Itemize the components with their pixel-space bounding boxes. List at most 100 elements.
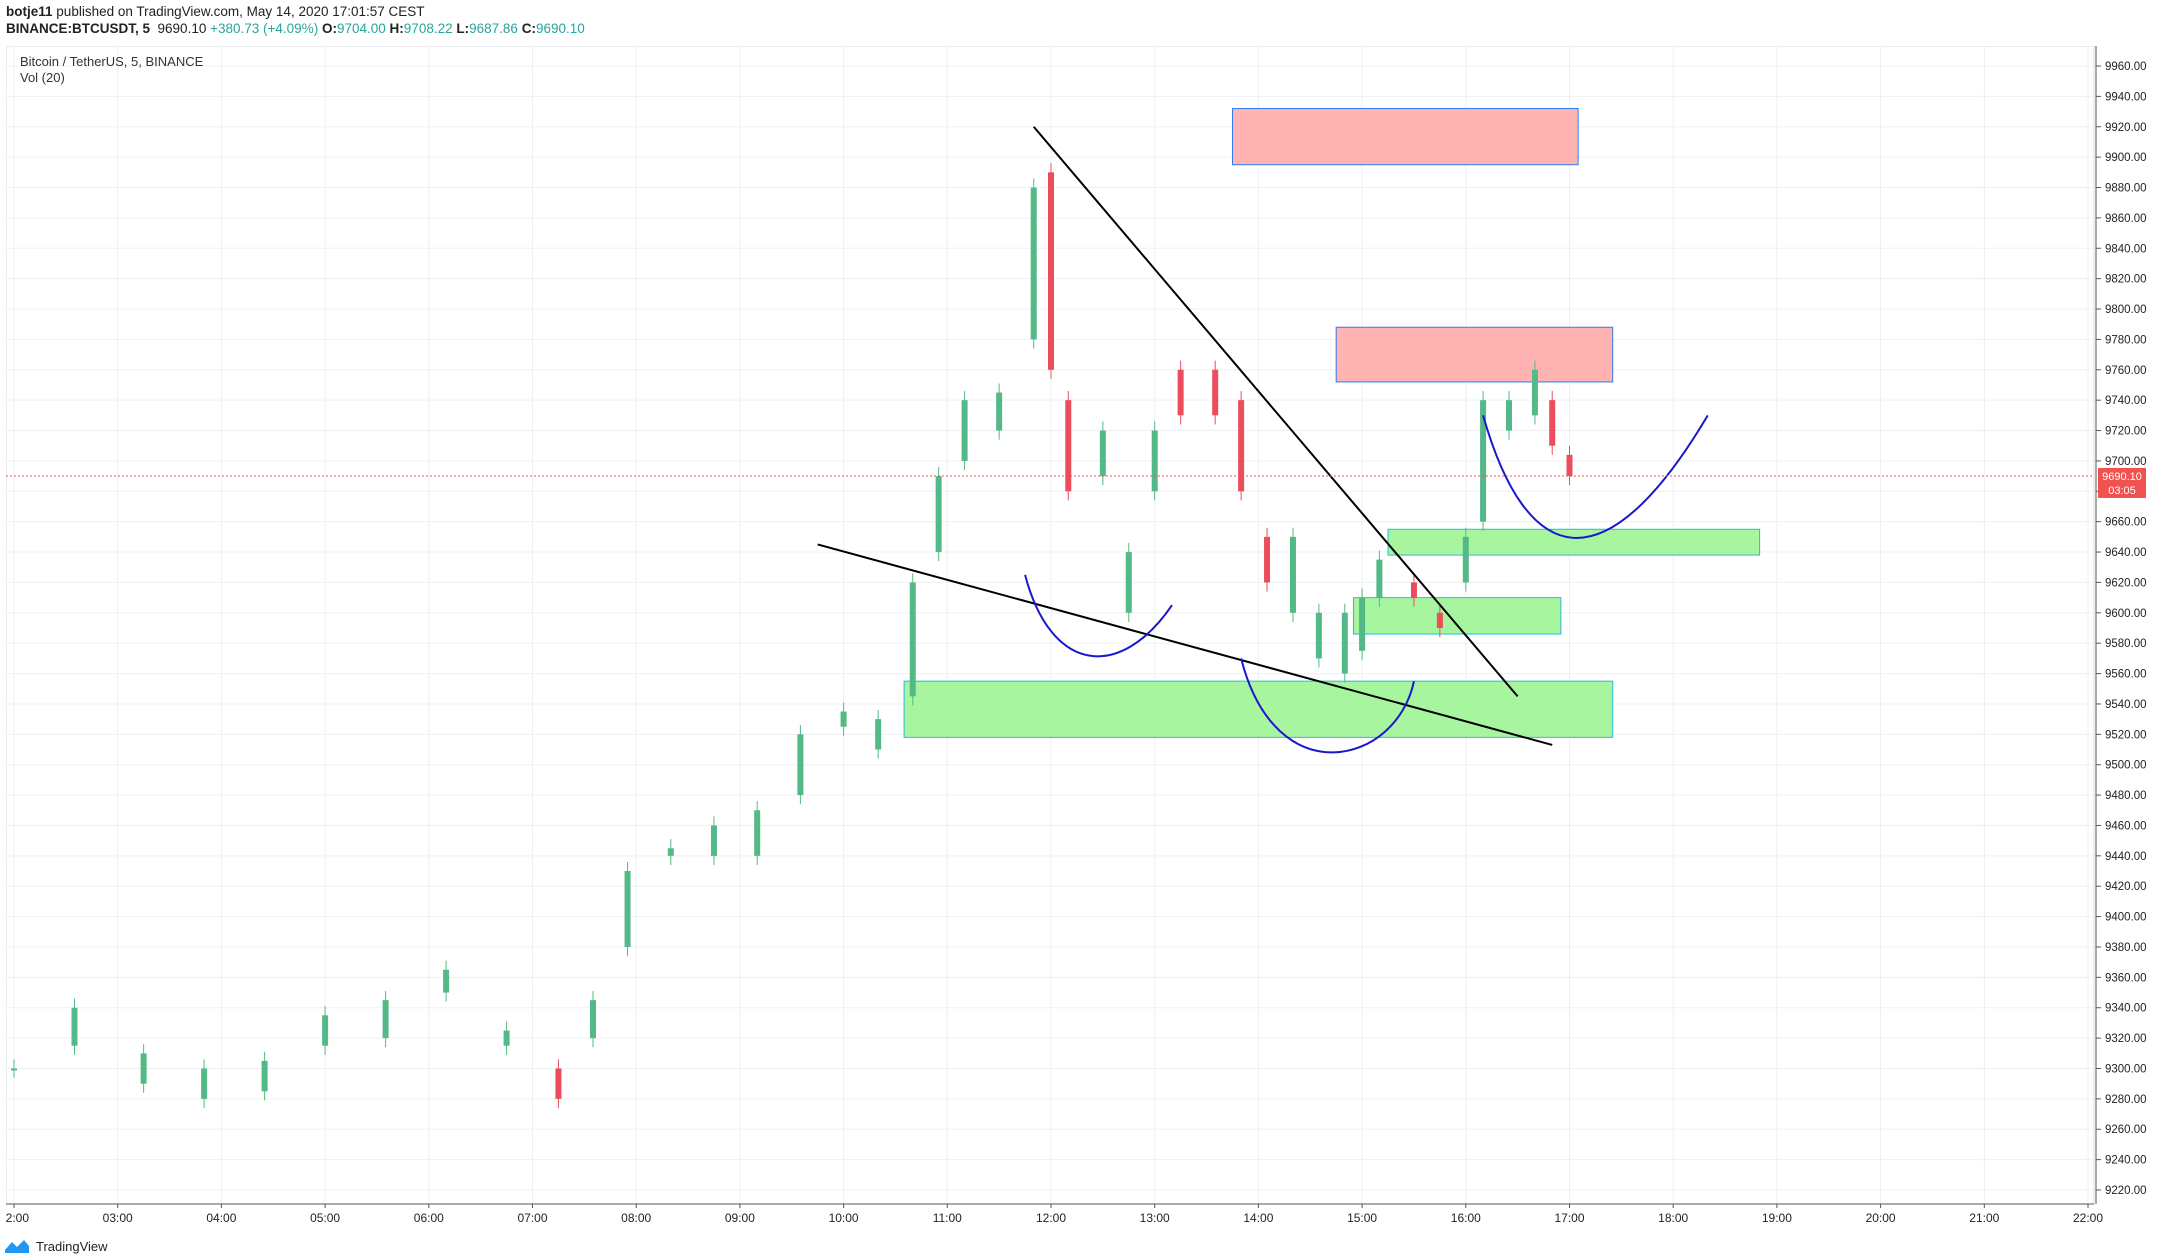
candle-body bbox=[71, 1007, 78, 1046]
candle-body bbox=[1315, 612, 1322, 659]
demand-zone bbox=[903, 680, 1614, 738]
candle-body bbox=[382, 1000, 389, 1039]
candle-body bbox=[710, 825, 717, 856]
publish-info: botje11 published on TradingView.com, Ma… bbox=[6, 4, 425, 19]
candle-body bbox=[1531, 369, 1538, 416]
candle-body bbox=[1177, 369, 1184, 416]
x-tick-label: 02:00 bbox=[6, 1211, 29, 1225]
x-tick-label: 18:00 bbox=[1658, 1211, 1688, 1225]
x-tick-label: 14:00 bbox=[1243, 1211, 1273, 1225]
y-tick-label: 9920.00 bbox=[2105, 122, 2147, 134]
y-tick-label: 9500.00 bbox=[2105, 760, 2147, 772]
x-tick-label: 13:00 bbox=[1140, 1211, 1170, 1225]
chart-area[interactable]: 9960.00 9940.00 9920.00 9900.00 9880.00 9860.… bbox=[6, 46, 2173, 1242]
y-tick-label: 9860.00 bbox=[2105, 213, 2147, 225]
y-tick-label: 9400.00 bbox=[2105, 912, 2147, 924]
x-tick-label: 08:00 bbox=[621, 1211, 651, 1225]
low-label: L: bbox=[456, 21, 470, 36]
candle-body bbox=[961, 400, 968, 461]
candle-body bbox=[624, 871, 631, 947]
candle-body bbox=[996, 392, 1003, 431]
y-tick-label: 9280.00 bbox=[2105, 1094, 2147, 1106]
y-tick-label: 9900.00 bbox=[2105, 152, 2147, 164]
x-tick-label: 22:00 bbox=[2073, 1211, 2103, 1225]
supply-zone bbox=[1335, 326, 1614, 383]
y-tick-label: 9240.00 bbox=[2105, 1155, 2147, 1167]
x-tick-label: 20:00 bbox=[1866, 1211, 1896, 1225]
candle-body bbox=[261, 1060, 268, 1092]
y-tick-label: 9720.00 bbox=[2105, 426, 2147, 438]
x-tick-label: 04:00 bbox=[206, 1211, 236, 1225]
y-tick-label: 9520.00 bbox=[2105, 729, 2147, 741]
cup-curve bbox=[1240, 658, 1415, 754]
candle-body bbox=[1549, 400, 1556, 446]
volume-legend: Vol (20) bbox=[20, 70, 65, 85]
candle-body bbox=[11, 1068, 17, 1071]
x-tick-label: 21:00 bbox=[1969, 1211, 1999, 1225]
candle-body bbox=[1359, 597, 1366, 651]
y-tick-label: 9760.00 bbox=[2105, 365, 2147, 377]
y-tick-label: 9560.00 bbox=[2105, 669, 2147, 681]
last-price: 9690.10 bbox=[157, 21, 207, 36]
y-tick-label: 9940.00 bbox=[2105, 91, 2147, 103]
y-tick-label: 9540.00 bbox=[2105, 699, 2147, 711]
x-tick-label: 19:00 bbox=[1762, 1211, 1792, 1225]
y-tick-label: 9460.00 bbox=[2105, 820, 2147, 832]
author-name[interactable]: botje11 bbox=[6, 4, 53, 19]
price-chart[interactable]: 9960.00 9940.00 9920.00 9900.00 9880.00 9860.… bbox=[6, 46, 2173, 1242]
y-tick-label: 9420.00 bbox=[2105, 881, 2147, 893]
candle-body bbox=[322, 1015, 329, 1046]
candle-body bbox=[1410, 582, 1417, 598]
y-tick-label: 9960.00 bbox=[2105, 61, 2147, 73]
cup-curve bbox=[1024, 574, 1173, 658]
candle-body bbox=[589, 1000, 596, 1039]
demand-zone bbox=[1352, 597, 1562, 635]
y-tick-label: 9640.00 bbox=[2105, 547, 2147, 559]
candle-body bbox=[667, 848, 674, 856]
high-label: H: bbox=[389, 21, 404, 36]
candle-body bbox=[1125, 552, 1132, 613]
demand-zone bbox=[1387, 528, 1761, 556]
candle-body bbox=[1462, 536, 1469, 583]
open-label: O: bbox=[321, 21, 337, 36]
x-tick-label: 06:00 bbox=[414, 1211, 444, 1225]
y-tick-label: 9260.00 bbox=[2105, 1124, 2147, 1136]
symbol-label: BINANCE:BTCUSDT, 5 bbox=[6, 21, 151, 36]
y-tick-label: 9700.00 bbox=[2105, 456, 2147, 468]
candle-body bbox=[140, 1053, 147, 1084]
candle-body bbox=[909, 582, 916, 697]
candle-body bbox=[1212, 369, 1219, 416]
candle-body bbox=[840, 711, 847, 727]
close-value: 9690.10 bbox=[535, 21, 585, 36]
candle-body bbox=[875, 719, 882, 750]
y-tick-label: 9220.00 bbox=[2105, 1185, 2147, 1197]
candle-body bbox=[443, 969, 450, 993]
candle-body bbox=[1099, 430, 1106, 477]
y-tick-label: 9320.00 bbox=[2105, 1033, 2147, 1045]
y-tick-label: 9800.00 bbox=[2105, 304, 2147, 316]
candle-body bbox=[1289, 536, 1296, 613]
candle-body bbox=[1238, 400, 1245, 492]
candle-body bbox=[1151, 430, 1158, 492]
candle-body bbox=[201, 1068, 208, 1099]
candle-body bbox=[935, 476, 942, 553]
y-tick-label: 9580.00 bbox=[2105, 638, 2147, 650]
x-tick-label: 16:00 bbox=[1451, 1211, 1481, 1225]
candle-body bbox=[555, 1068, 562, 1099]
trendline bbox=[1032, 126, 1519, 697]
series-legend: Bitcoin / TetherUS, 5, BINANCE bbox=[20, 54, 204, 69]
y-tick-label: 9660.00 bbox=[2105, 517, 2147, 529]
x-tick-label: 09:00 bbox=[725, 1211, 755, 1225]
chart-header: botje11 published on TradingView.com, Ma… bbox=[0, 0, 2181, 38]
candle-body bbox=[1506, 400, 1513, 431]
candle-body bbox=[1341, 612, 1348, 674]
price-change: +380.73 (+4.09%) bbox=[210, 21, 319, 36]
y-tick-label: 9600.00 bbox=[2105, 608, 2147, 620]
y-tick-label: 9740.00 bbox=[2105, 395, 2147, 407]
x-tick-label: 17:00 bbox=[1554, 1211, 1584, 1225]
y-tick-label: 9380.00 bbox=[2105, 942, 2147, 954]
footer: TradingView bbox=[4, 1234, 108, 1258]
supply-zone bbox=[1231, 108, 1579, 166]
publish-text: published on TradingView.com, May 14, 20… bbox=[56, 4, 425, 19]
brand-label: TradingView bbox=[36, 1238, 108, 1254]
